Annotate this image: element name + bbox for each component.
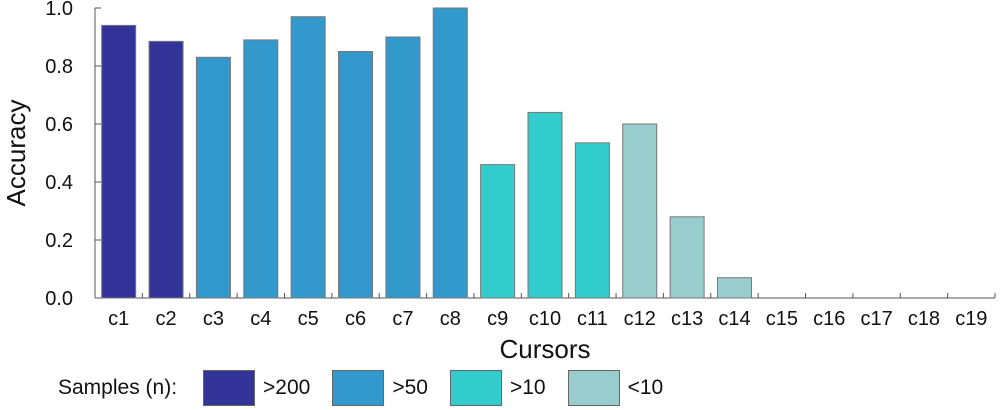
x-tick-label: c3 [203, 308, 224, 330]
x-tick-label: c1 [108, 308, 129, 330]
legend-label-10: >10 [509, 376, 546, 399]
x-tick-label: c9 [487, 308, 508, 330]
x-tick-label: c12 [624, 308, 656, 330]
bars [101, 7, 752, 299]
y-axis-title: Accuracy [1, 100, 31, 207]
bar-c3 [195, 56, 231, 299]
bar-c9 [480, 164, 516, 299]
y-tick-label: 0.8 [45, 56, 73, 78]
legend-item-10: >10 [449, 370, 546, 406]
x-tick-label: c18 [908, 308, 940, 330]
x-tick-label: c15 [766, 308, 798, 330]
legend-item-200: >200 [203, 370, 310, 406]
x-tick-label: c13 [671, 308, 703, 330]
x-tick-label: c19 [955, 308, 987, 330]
legend-label-50: >50 [392, 376, 428, 399]
y-tick-label: 0.0 [45, 288, 73, 310]
x-tick-label: c17 [860, 308, 892, 330]
bar-c7 [385, 36, 421, 299]
legend-label-200: >200 [263, 376, 311, 399]
y-axis: 0.0 0.2 0.4 0.6 0.8 1.0 [45, 0, 101, 310]
x-tick-label: c14 [718, 308, 750, 330]
x-tick-label: c11 [577, 308, 608, 330]
y-tick-label: 0.2 [45, 230, 73, 252]
bar-c14 [716, 277, 752, 299]
legend-title: Samples (n): [58, 376, 178, 399]
legend-label-lt10: <10 [627, 376, 664, 399]
legend-item-50: >50 [332, 370, 428, 406]
bar-c1 [101, 24, 137, 299]
legend-swatch-lt10 [567, 370, 620, 406]
legend-swatch-200 [203, 370, 256, 406]
x-axis-title: Cursors [499, 334, 590, 360]
x-tick-label: c6 [345, 308, 366, 330]
y-tick-label: 0.4 [45, 172, 73, 194]
bar-c4 [243, 39, 279, 299]
x-tick-label: c8 [440, 308, 461, 330]
bar-c8 [432, 7, 468, 299]
y-tick-label: 0.6 [45, 114, 73, 136]
legend: Samples (n): >200 >50 >10 <10 [58, 368, 685, 408]
bar-c13 [669, 216, 705, 299]
bar-c12 [622, 123, 658, 299]
x-tick-label: c2 [155, 308, 176, 330]
bar-c11 [574, 142, 610, 299]
bar-c6 [338, 51, 374, 299]
x-tick-label: c4 [250, 308, 271, 330]
legend-swatch-50 [332, 370, 385, 406]
x-tick-label: c16 [813, 308, 845, 330]
y-tick-label: 1.0 [45, 0, 73, 20]
legend-swatch-10 [449, 370, 502, 406]
bar-c10 [527, 111, 563, 299]
bar-chart: 0.0 0.2 0.4 0.6 0.8 1.0 c1 c2 c3 c4 c5 c6 c7 c8 c9 c10… [1, 0, 996, 360]
bar-c5 [290, 16, 326, 299]
x-tick-label: c5 [298, 308, 319, 330]
x-tick-label: c10 [529, 308, 561, 330]
legend-item-lt10: <10 [567, 370, 664, 406]
x-tick-label: c7 [392, 308, 413, 330]
bar-c2 [148, 40, 184, 299]
x-axis: c1 c2 c3 c4 c5 c6 c7 c8 c9 c10 c11 c12 c13 c14 c15 c16 c… [94, 293, 996, 330]
